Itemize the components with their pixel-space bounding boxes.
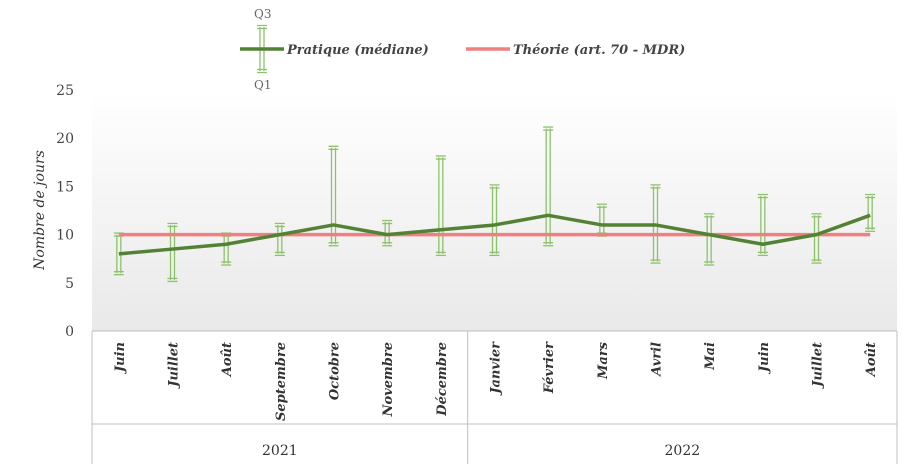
y-tick-label: 25 [56, 83, 74, 99]
x-tick-label: Juillet [167, 342, 182, 390]
x-tick-label: Août [864, 342, 879, 378]
x-tick-label: Mars [596, 341, 611, 380]
x-tick-label: Septembre [274, 342, 289, 421]
x-tick-label: Janvier [489, 341, 504, 397]
median-line [118, 213, 871, 256]
x-tick-label: Mai [703, 342, 718, 371]
x-tick-label: Octobre [328, 342, 343, 400]
x-group-label: 2021 [262, 443, 298, 459]
x-group-label: 2022 [665, 443, 701, 459]
y-tick-label: 5 [65, 276, 74, 292]
x-tick-label: Juillet [811, 342, 826, 390]
x-tick-label: Février [542, 341, 557, 394]
plot-area [92, 90, 897, 331]
y-tick-label: 0 [65, 324, 74, 340]
y-axis-label: Nombre de jours [32, 150, 48, 271]
x-tick-label: Juin [757, 342, 772, 375]
y-tick-label: 10 [56, 228, 74, 244]
y-tick-label: 20 [56, 131, 74, 147]
legend-median-label: Pratique (médiane) [286, 43, 429, 58]
legend-q3-label: Q3 [254, 7, 271, 21]
x-tick-label: Novembre [381, 342, 396, 417]
x-tick-label: Juin [113, 342, 128, 375]
y-tick-label: 15 [56, 179, 74, 195]
x-tick-label: Avril [650, 342, 665, 378]
legend-q1-label: Q1 [254, 78, 271, 92]
legend-theory-label: Théorie (art. 70 - MDR) [513, 43, 685, 58]
x-tick-label: Août [220, 342, 235, 378]
x-tick-label: Décembre [435, 342, 450, 417]
